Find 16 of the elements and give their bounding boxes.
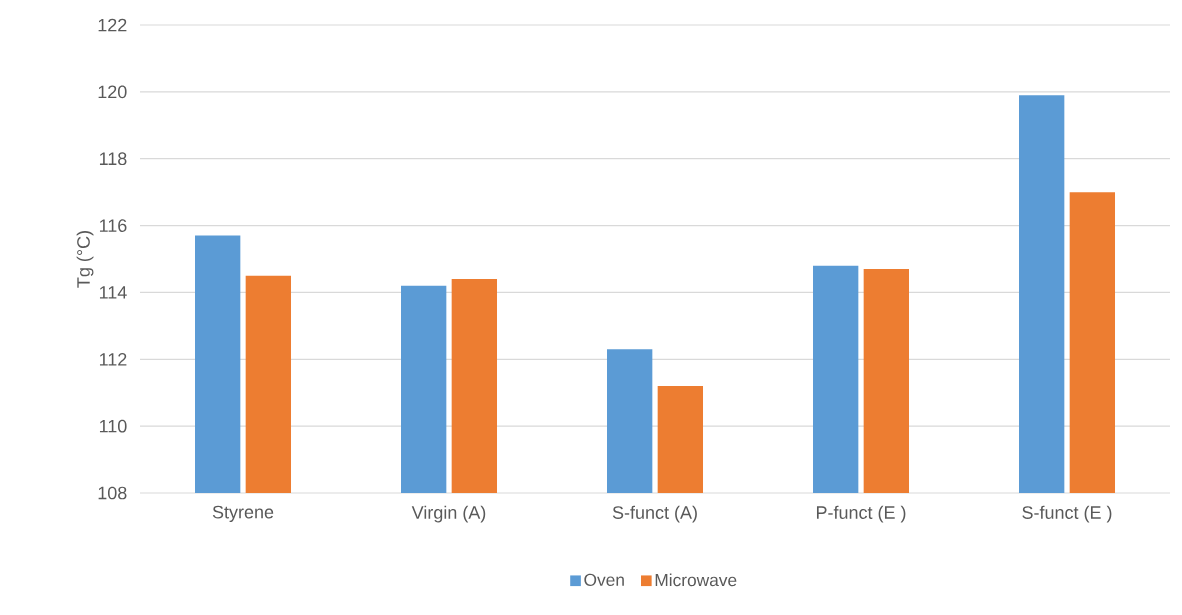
y-tick-label: 114 bbox=[99, 286, 127, 299]
y-tick-label: 122 bbox=[98, 18, 127, 32]
y-tick-label: 108 bbox=[98, 486, 127, 500]
y-tick-label: 110 bbox=[99, 419, 127, 433]
x-tick-label: P-funct (E ) bbox=[816, 505, 906, 523]
x-tick-label: S-funct (E ) bbox=[1022, 505, 1112, 523]
legend-label: Oven bbox=[584, 573, 624, 586]
y-axis-title: Tg (°C) bbox=[76, 231, 94, 288]
y-tick-label: 118 bbox=[99, 152, 127, 166]
x-tick-label: S-funct (A) bbox=[612, 505, 697, 523]
y-tick-label: 116 bbox=[99, 219, 127, 232]
legend-label: Microwave bbox=[655, 573, 737, 587]
y-tick-label: 112 bbox=[99, 353, 127, 366]
x-tick-label: Virgin (A) bbox=[411, 505, 486, 523]
x-tick-label: Styrene bbox=[212, 505, 274, 523]
y-tick-label: 120 bbox=[98, 85, 127, 99]
